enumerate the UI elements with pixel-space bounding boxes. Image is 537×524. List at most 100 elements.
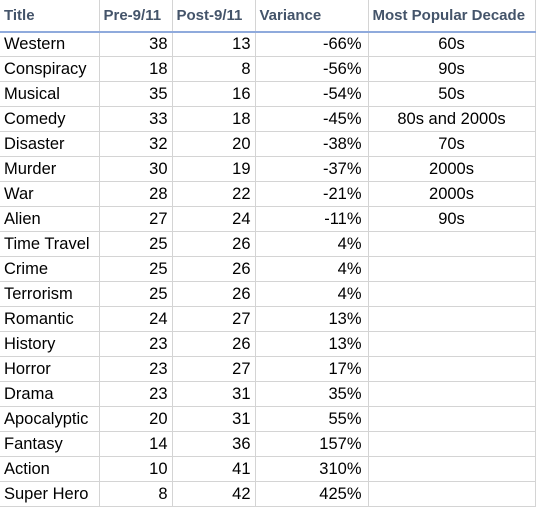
cell-variance[interactable]: 4% bbox=[255, 256, 369, 282]
header-post-911[interactable]: Post-9/11 bbox=[172, 0, 256, 33]
cell-post-911[interactable]: 26 bbox=[172, 231, 256, 257]
cell-title[interactable]: Comedy bbox=[0, 106, 100, 132]
cell-title[interactable]: Romantic bbox=[0, 306, 100, 332]
cell-title[interactable]: Horror bbox=[0, 356, 100, 382]
cell-pre-911[interactable]: 23 bbox=[99, 331, 173, 357]
cell-title[interactable]: Murder bbox=[0, 156, 100, 182]
cell-most-popular-decade[interactable]: 2000s bbox=[368, 156, 536, 182]
cell-title[interactable]: Apocalyptic bbox=[0, 406, 100, 432]
cell-most-popular-decade[interactable]: 2000s bbox=[368, 181, 536, 207]
cell-title[interactable]: Conspiracy bbox=[0, 56, 100, 82]
cell-pre-911[interactable]: 28 bbox=[99, 181, 173, 207]
cell-pre-911[interactable]: 20 bbox=[99, 406, 173, 432]
cell-most-popular-decade[interactable] bbox=[368, 231, 536, 257]
cell-variance[interactable]: -66% bbox=[255, 32, 369, 57]
cell-variance[interactable]: -38% bbox=[255, 131, 369, 157]
cell-variance[interactable]: 13% bbox=[255, 331, 369, 357]
cell-title[interactable]: Western bbox=[0, 32, 100, 57]
cell-variance[interactable]: 425% bbox=[255, 481, 369, 507]
cell-pre-911[interactable]: 8 bbox=[99, 481, 173, 507]
cell-variance[interactable]: 4% bbox=[255, 281, 369, 307]
cell-pre-911[interactable]: 25 bbox=[99, 231, 173, 257]
cell-title[interactable]: Alien bbox=[0, 206, 100, 232]
cell-post-911[interactable]: 27 bbox=[172, 306, 256, 332]
cell-title[interactable]: Drama bbox=[0, 381, 100, 407]
cell-most-popular-decade[interactable] bbox=[368, 381, 536, 407]
cell-post-911[interactable]: 31 bbox=[172, 406, 256, 432]
cell-pre-911[interactable]: 32 bbox=[99, 131, 173, 157]
cell-post-911[interactable]: 24 bbox=[172, 206, 256, 232]
cell-title[interactable]: Fantasy bbox=[0, 431, 100, 457]
cell-variance[interactable]: 4% bbox=[255, 231, 369, 257]
cell-post-911[interactable]: 26 bbox=[172, 256, 256, 282]
cell-variance[interactable]: 35% bbox=[255, 381, 369, 407]
cell-post-911[interactable]: 36 bbox=[172, 431, 256, 457]
cell-most-popular-decade[interactable] bbox=[368, 256, 536, 282]
cell-post-911[interactable]: 19 bbox=[172, 156, 256, 182]
header-title[interactable]: Title bbox=[0, 0, 100, 33]
cell-variance[interactable]: -11% bbox=[255, 206, 369, 232]
cell-most-popular-decade[interactable]: 90s bbox=[368, 56, 536, 82]
header-pre-911[interactable]: Pre-9/11 bbox=[99, 0, 173, 33]
cell-post-911[interactable]: 26 bbox=[172, 281, 256, 307]
cell-pre-911[interactable]: 30 bbox=[99, 156, 173, 182]
cell-most-popular-decade[interactable] bbox=[368, 281, 536, 307]
cell-pre-911[interactable]: 24 bbox=[99, 306, 173, 332]
cell-pre-911[interactable]: 25 bbox=[99, 281, 173, 307]
cell-variance[interactable]: 157% bbox=[255, 431, 369, 457]
cell-pre-911[interactable]: 35 bbox=[99, 81, 173, 107]
cell-post-911[interactable]: 22 bbox=[172, 181, 256, 207]
cell-post-911[interactable]: 16 bbox=[172, 81, 256, 107]
cell-variance[interactable]: -21% bbox=[255, 181, 369, 207]
cell-most-popular-decade[interactable] bbox=[368, 356, 536, 382]
cell-post-911[interactable]: 42 bbox=[172, 481, 256, 507]
cell-title[interactable]: Musical bbox=[0, 81, 100, 107]
cell-variance[interactable]: 17% bbox=[255, 356, 369, 382]
cell-pre-911[interactable]: 23 bbox=[99, 356, 173, 382]
cell-pre-911[interactable]: 10 bbox=[99, 456, 173, 482]
cell-variance[interactable]: 13% bbox=[255, 306, 369, 332]
cell-variance[interactable]: -37% bbox=[255, 156, 369, 182]
cell-title[interactable]: Disaster bbox=[0, 131, 100, 157]
cell-title[interactable]: Time Travel bbox=[0, 231, 100, 257]
cell-post-911[interactable]: 20 bbox=[172, 131, 256, 157]
header-most-popular-decade[interactable]: Most Popular Decade bbox=[368, 0, 536, 33]
cell-title[interactable]: Super Hero bbox=[0, 481, 100, 507]
cell-post-911[interactable]: 27 bbox=[172, 356, 256, 382]
cell-pre-911[interactable]: 18 bbox=[99, 56, 173, 82]
cell-post-911[interactable]: 31 bbox=[172, 381, 256, 407]
cell-title[interactable]: War bbox=[0, 181, 100, 207]
cell-post-911[interactable]: 41 bbox=[172, 456, 256, 482]
cell-most-popular-decade[interactable] bbox=[368, 406, 536, 432]
cell-most-popular-decade[interactable] bbox=[368, 431, 536, 457]
cell-most-popular-decade[interactable]: 50s bbox=[368, 81, 536, 107]
cell-variance[interactable]: -45% bbox=[255, 106, 369, 132]
cell-title[interactable]: Crime bbox=[0, 256, 100, 282]
cell-post-911[interactable]: 8 bbox=[172, 56, 256, 82]
header-variance[interactable]: Variance bbox=[255, 0, 369, 33]
cell-post-911[interactable]: 18 bbox=[172, 106, 256, 132]
cell-most-popular-decade[interactable] bbox=[368, 481, 536, 507]
cell-variance[interactable]: -56% bbox=[255, 56, 369, 82]
cell-most-popular-decade[interactable] bbox=[368, 456, 536, 482]
cell-most-popular-decade[interactable]: 60s bbox=[368, 32, 536, 57]
cell-most-popular-decade[interactable] bbox=[368, 306, 536, 332]
cell-pre-911[interactable]: 14 bbox=[99, 431, 173, 457]
cell-pre-911[interactable]: 25 bbox=[99, 256, 173, 282]
cell-most-popular-decade[interactable]: 70s bbox=[368, 131, 536, 157]
cell-post-911[interactable]: 13 bbox=[172, 32, 256, 57]
cell-pre-911[interactable]: 23 bbox=[99, 381, 173, 407]
cell-title[interactable]: History bbox=[0, 331, 100, 357]
cell-title[interactable]: Action bbox=[0, 456, 100, 482]
cell-title[interactable]: Terrorism bbox=[0, 281, 100, 307]
cell-variance[interactable]: 55% bbox=[255, 406, 369, 432]
cell-variance[interactable]: 310% bbox=[255, 456, 369, 482]
cell-pre-911[interactable]: 33 bbox=[99, 106, 173, 132]
cell-pre-911[interactable]: 27 bbox=[99, 206, 173, 232]
cell-pre-911[interactable]: 38 bbox=[99, 32, 173, 57]
cell-most-popular-decade[interactable] bbox=[368, 331, 536, 357]
cell-most-popular-decade[interactable]: 90s bbox=[368, 206, 536, 232]
cell-most-popular-decade[interactable]: 80s and 2000s bbox=[368, 106, 536, 132]
cell-post-911[interactable]: 26 bbox=[172, 331, 256, 357]
cell-variance[interactable]: -54% bbox=[255, 81, 369, 107]
